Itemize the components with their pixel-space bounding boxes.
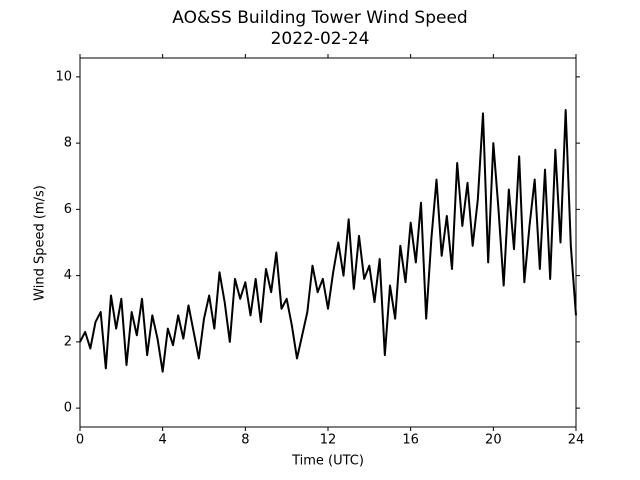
data-line bbox=[79, 109, 577, 373]
y-tick-label: 4 bbox=[64, 268, 72, 283]
chart-subtitle: 2022-02-24 bbox=[271, 29, 370, 49]
x-tick-label: 12 bbox=[320, 433, 337, 448]
y-tick-label: 8 bbox=[64, 136, 72, 151]
x-tick-label: 0 bbox=[76, 433, 84, 448]
x-tick-label: 4 bbox=[159, 433, 167, 448]
x-tick-label: 20 bbox=[485, 433, 502, 448]
y-axis-label: Wind Speed (m/s) bbox=[33, 185, 48, 301]
x-tick-label: 24 bbox=[568, 433, 585, 448]
x-tick-label: 8 bbox=[241, 433, 249, 448]
y-tick-label: 10 bbox=[55, 69, 72, 84]
x-tick-label: 16 bbox=[402, 433, 419, 448]
x-axis-label: Time (UTC) bbox=[291, 454, 364, 469]
y-tick-label: 6 bbox=[64, 202, 72, 217]
chart-title: AO&SS Building Tower Wind Speed bbox=[172, 8, 467, 28]
y-tick-label: 2 bbox=[64, 334, 72, 349]
y-tick-label: 0 bbox=[64, 401, 72, 416]
